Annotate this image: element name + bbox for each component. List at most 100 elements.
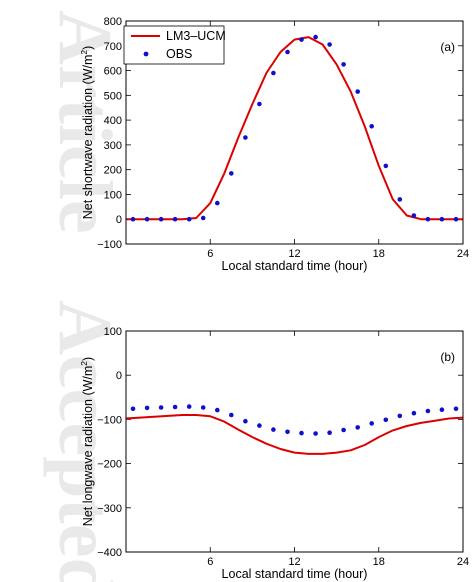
obs-point [327,430,332,436]
obs-point [271,70,276,76]
y-tick-label: −100 [97,414,122,426]
y-tick-label: −100 [97,239,122,251]
series-line-model [126,36,463,221]
y-tick-label: 700 [104,41,122,53]
obs-point [355,425,361,430]
legend-box [123,25,225,65]
obs-point [144,405,150,411]
obs-point [369,124,375,129]
x-tick-label: 24 [457,556,469,568]
obs-point [439,216,445,222]
obs-point [383,163,389,169]
obs-point [229,412,234,418]
panel-a-x-axis-label: Local standard time (hour) [222,259,368,273]
obs-point [186,404,192,409]
obs-point [425,408,431,414]
obs-point [200,405,206,410]
panel-b-x-axis-label: Local standard time (hour) [222,567,368,581]
y-tick-label: −400 [97,547,122,559]
obs-point [200,215,206,221]
legend-dot-swatch [143,51,149,57]
y-tick-label: 400 [104,115,122,127]
panel-b-tag: (b) [440,350,455,364]
obs-point [229,171,234,176]
y-tick-label: 300 [104,140,122,152]
y-tick-label: 100 [104,189,122,201]
obs-point [130,216,136,222]
y-tick-label: 0 [116,214,122,226]
obs-point [257,423,262,428]
obs-point [158,216,164,222]
obs-point [299,430,304,436]
panel-a-series [126,34,463,222]
obs-point [397,197,403,202]
x-tick-label: 18 [373,248,385,260]
panel-b-y-axis-label-sup: 2 [79,361,89,366]
y-tick-label: 200 [104,165,122,177]
y-tick-label: −200 [97,459,122,471]
obs-point [299,37,304,42]
obs-point [243,418,248,424]
series-line-model [125,414,464,455]
y-tick-label: 800 [104,16,122,28]
obs-point [453,216,459,222]
x-tick-label: 24 [457,248,469,260]
panel-a-y-axis-label-sup: 2 [79,50,89,55]
obs-point [215,200,220,206]
panel-a-y-axis-label: Net shortwave radiation (W/m2) [79,46,95,220]
obs-point [130,406,136,412]
obs-point [397,413,403,419]
obs-point [158,405,164,410]
x-tick-label: 12 [288,556,300,568]
obs-point [341,62,346,67]
panel-b-ticks: −400 −300 −200 −100 0 100 6 12 18 24 [97,326,469,568]
panel-a-frame [125,20,464,245]
obs-point [215,407,220,413]
obs-point [313,431,318,436]
obs-point [186,216,192,222]
panel-a-tag: (a) [440,40,455,54]
panel-a-chart: −100 0 100 200 300 400 500 600 700 800 6 12 18 24 (a)… [79,16,469,273]
y-tick-label: −300 [97,503,122,515]
obs-point [271,427,276,432]
obs-point [172,216,178,222]
obs-point [411,410,417,416]
panel-a-y-axis-label-main: Net shortwave radiation (W/m [81,55,95,220]
y-tick-label: 600 [104,66,122,78]
panel-a-y-axis-label-end: ) [81,46,95,50]
x-tick-label: 6 [207,556,213,568]
x-tick-label: 6 [207,248,213,260]
panel-b-y-axis-label: Net longwave radiation (W/m2) [79,357,95,526]
legend-label-obs: OBS [166,47,192,61]
panel-a-legend: LM3–UCM OBS [123,25,226,65]
obs-point [285,49,290,55]
obs-point [172,404,178,410]
y-tick-label: 500 [104,90,122,102]
obs-point [355,89,361,94]
x-tick-label: 18 [373,556,385,568]
obs-point [425,216,431,222]
panel-b-y-axis-label-main: Net longwave radiation (W/m [81,366,95,526]
obs-point [257,101,262,107]
watermark-bottom: Accepted [43,300,127,582]
panel-b-y-axis-label-end: ) [81,357,95,361]
y-tick-label: 100 [104,326,122,338]
watermark-top: Article [43,10,127,234]
obs-point [285,429,290,435]
panel-b-series [125,404,464,455]
obs-point [243,135,248,140]
obs-point [453,406,459,412]
panel-a-ticks: −100 0 100 200 300 400 500 600 700 800 6 12 18 24 [97,16,469,260]
obs-point [439,407,445,413]
obs-point [341,427,346,433]
obs-point [144,216,150,222]
obs-point [313,34,318,40]
panel-b-frame [125,330,464,553]
panel-b-chart: −400 −300 −200 −100 0 100 6 12 18 24 (b) Local st… [79,326,469,581]
obs-point [383,417,389,423]
obs-point [327,42,332,47]
obs-point [411,213,417,218]
obs-point [369,421,375,426]
legend-label-model: LM3–UCM [166,29,226,43]
